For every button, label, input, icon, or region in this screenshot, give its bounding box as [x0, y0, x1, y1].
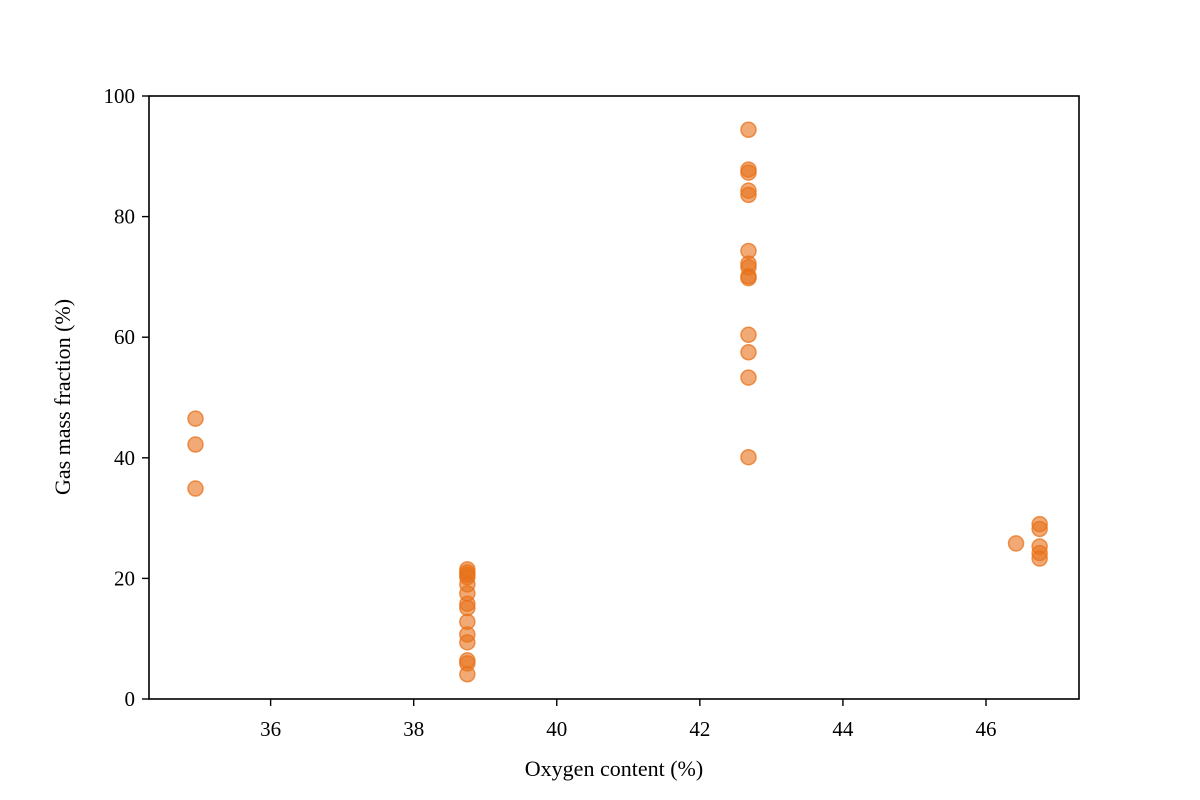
x-tick-label: 42	[689, 717, 710, 741]
data-point	[187, 436, 204, 453]
x-tick-label: 44	[832, 717, 854, 741]
y-tick-label: 60	[114, 325, 135, 349]
data-point	[740, 164, 757, 181]
data-point	[1007, 535, 1025, 552]
data-point	[459, 599, 476, 617]
y-tick-label: 100	[104, 84, 136, 108]
y-axis-label: Gas mass fraction (%)	[50, 299, 75, 495]
data-point	[187, 480, 204, 497]
x-axis-label: Oxygen content (%)	[525, 756, 703, 781]
x-tick-label: 46	[976, 717, 997, 741]
data-point	[740, 186, 757, 204]
y-tick-label: 20	[114, 566, 135, 590]
y-tick-label: 40	[114, 446, 135, 470]
data-points	[187, 121, 1048, 683]
x-tick-label: 38	[403, 717, 424, 741]
data-point	[740, 448, 757, 466]
x-tick-label: 40	[546, 717, 567, 741]
y-tick-label: 80	[114, 205, 135, 229]
data-point	[187, 410, 204, 427]
y-tick-label: 0	[125, 687, 136, 711]
data-point	[1031, 520, 1048, 538]
data-point	[740, 121, 757, 139]
data-point	[1031, 550, 1048, 567]
plot-frame	[148, 95, 1080, 700]
data-point	[740, 344, 757, 361]
axis-ticks: 36 38 40 42 44 46 0 20 40 60 80 100	[104, 84, 997, 741]
data-point	[740, 326, 757, 344]
data-point	[740, 369, 757, 386]
data-point	[459, 634, 476, 651]
data-point	[459, 666, 476, 683]
x-tick-label: 36	[260, 717, 281, 741]
data-point	[740, 269, 757, 287]
